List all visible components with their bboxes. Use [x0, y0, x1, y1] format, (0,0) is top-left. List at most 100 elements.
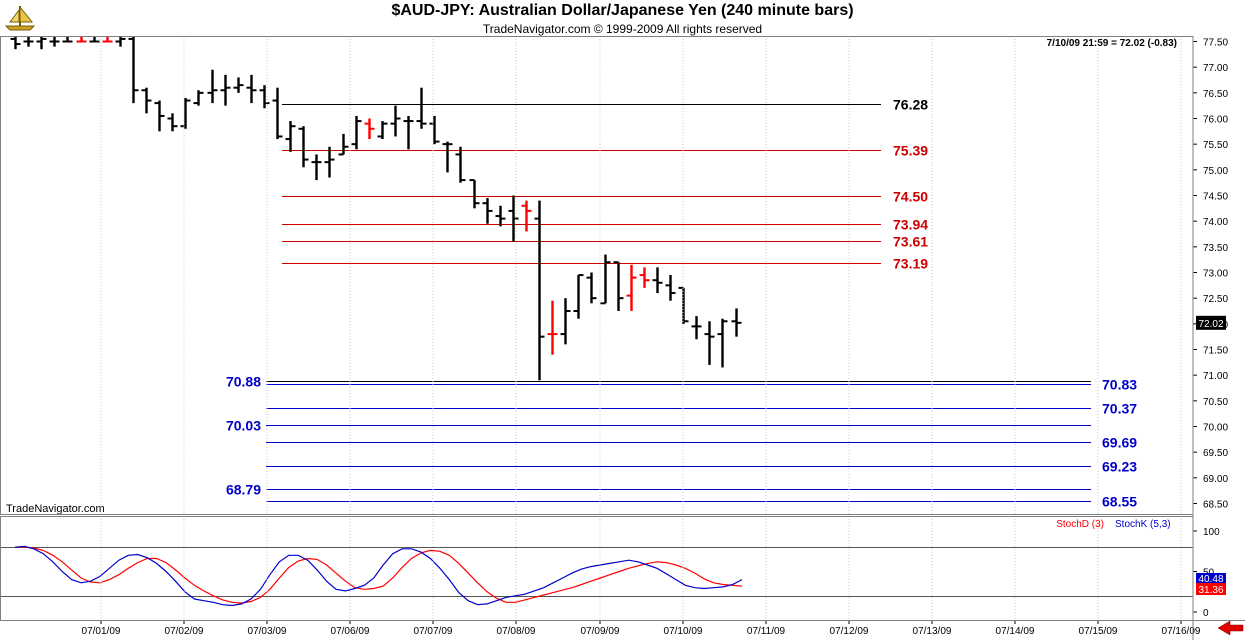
ohlc-bar [534, 200, 545, 381]
x-tick-label: 07/15/09 [1079, 626, 1118, 637]
ohlc-bar [482, 198, 493, 224]
y-tick-label: 69.00 [1203, 474, 1228, 485]
legend-stochd: StochD (3) [1056, 519, 1104, 530]
ohlc-bar [10, 36, 21, 50]
y-tick-label: 74.00 [1203, 217, 1228, 228]
level-label: 70.83 [1102, 377, 1137, 393]
ohlc-bar [259, 85, 270, 109]
stochk-value-label: 40.48 [1198, 574, 1223, 585]
level-label: 76.28 [893, 97, 928, 113]
ohlc-bar [115, 36, 126, 47]
stochd-value-box [1196, 583, 1226, 595]
ohlc-bar [429, 115, 440, 145]
ohlc-bar [377, 121, 388, 140]
ohlc-bar [154, 100, 165, 132]
ohlc-bar [62, 36, 73, 43]
last-price-label: 72.02 [1198, 319, 1223, 330]
legend-stochk: StochK (5,3) [1115, 519, 1171, 530]
ohlc-bar [180, 97, 191, 129]
ohlc-bar [272, 87, 283, 140]
ohlc-bar [364, 118, 375, 140]
ohlc-bar [600, 254, 611, 305]
ohlc-bar [351, 115, 362, 150]
ohlc-bar [678, 286, 689, 324]
ohlc-bar [102, 36, 113, 43]
trade-navigator-logo [2, 2, 38, 32]
level-label: 70.03 [226, 418, 261, 434]
x-tick-label: 07/09/09 [581, 626, 620, 637]
stochk-value-box [1196, 573, 1226, 584]
y-tick-label: 77.50 [1203, 38, 1228, 49]
x-tick-label: 07/11/09 [747, 626, 786, 637]
y-tick-label: 73.50 [1203, 243, 1228, 254]
level-label: 74.50 [893, 189, 928, 205]
x-tick-label: 07/10/09 [664, 626, 703, 637]
x-tick-label: 07/06/09 [331, 626, 370, 637]
y-tick-label: 76.00 [1203, 115, 1228, 126]
x-tick-label: 07/16/09 [1162, 626, 1201, 637]
level-label: 73.19 [893, 256, 928, 272]
ohlc-bar [613, 261, 624, 311]
y-tick-label: 71.00 [1203, 371, 1228, 382]
level-label: 75.39 [893, 143, 928, 159]
ohlc-bar [665, 275, 676, 301]
y-tick-label: 76.50 [1203, 89, 1228, 100]
level-label: 69.23 [1102, 459, 1137, 475]
ohlc-bar [220, 74, 231, 106]
level-label: 69.69 [1102, 435, 1137, 451]
ohlc-bar [521, 200, 532, 232]
y-tick-label: 75.00 [1203, 166, 1228, 177]
ohlc-bar [23, 36, 34, 47]
ohlc-bar [639, 267, 650, 288]
y-tick-label: 75.50 [1203, 140, 1228, 151]
ohlc-bar [324, 146, 335, 178]
y-tick-label: 73.00 [1203, 269, 1228, 280]
ohlc-bar [416, 87, 427, 129]
ohlc-bar [167, 113, 178, 132]
stoch-y-tick-label: 0 [1203, 608, 1209, 619]
ohlc-bar [246, 74, 257, 104]
ohlc-bar [495, 205, 506, 227]
ohlc-bar [547, 300, 558, 355]
ohlc-bar [691, 316, 702, 340]
level-label: 70.88 [226, 374, 261, 390]
ohlc-bar [442, 141, 453, 173]
stoch-series-line [15, 546, 743, 604]
watermark-text: TradeNavigator.com [6, 503, 105, 515]
y-tick-label: 69.50 [1203, 448, 1228, 459]
ohlc-bar [193, 90, 204, 106]
stochd-value-label: 31.36 [1198, 585, 1223, 596]
y-tick-label: 70.50 [1203, 397, 1228, 408]
level-label: 73.94 [893, 217, 928, 233]
ohlc-bar [652, 267, 663, 294]
level-label: 68.55 [1102, 494, 1137, 510]
ohlc-bar [76, 36, 87, 43]
x-tick-label: 07/12/09 [830, 626, 869, 637]
ohlc-bar [285, 121, 296, 152]
y-tick-label: 72.50 [1203, 294, 1228, 305]
y-tick-label: 68.50 [1203, 500, 1228, 511]
ohlc-bar [390, 105, 401, 137]
y-tick-label: 77.00 [1203, 63, 1228, 74]
ohlc-bar [311, 154, 322, 181]
last-price-box [1196, 315, 1226, 330]
x-tick-label: 07/08/09 [497, 626, 536, 637]
ohlc-bar [626, 264, 637, 311]
ohlc-bar [338, 133, 349, 156]
ohlc-bar [573, 274, 584, 319]
y-tick-label: 71.50 [1203, 346, 1228, 357]
ohlc-bar [207, 69, 218, 104]
stoch-y-tick-label: 100 [1203, 527, 1220, 538]
ohlc-bar [233, 77, 244, 93]
level-label: 73.61 [893, 234, 928, 250]
ohlc-bar [298, 126, 309, 168]
x-tick-label: 07/14/09 [996, 626, 1035, 637]
price-panel: 77.50 77.00 76.50 76.00 75.50 75.00 74.50 74.00… [6, 36, 1228, 515]
y-tick-label: 70.00 [1203, 423, 1228, 434]
ohlc-bar [89, 36, 100, 43]
scroll-left-arrow-icon [1217, 620, 1244, 636]
ohlc-bar [586, 272, 597, 304]
ohlc-bar [36, 36, 47, 50]
x-tick-label: 07/03/09 [248, 626, 287, 637]
